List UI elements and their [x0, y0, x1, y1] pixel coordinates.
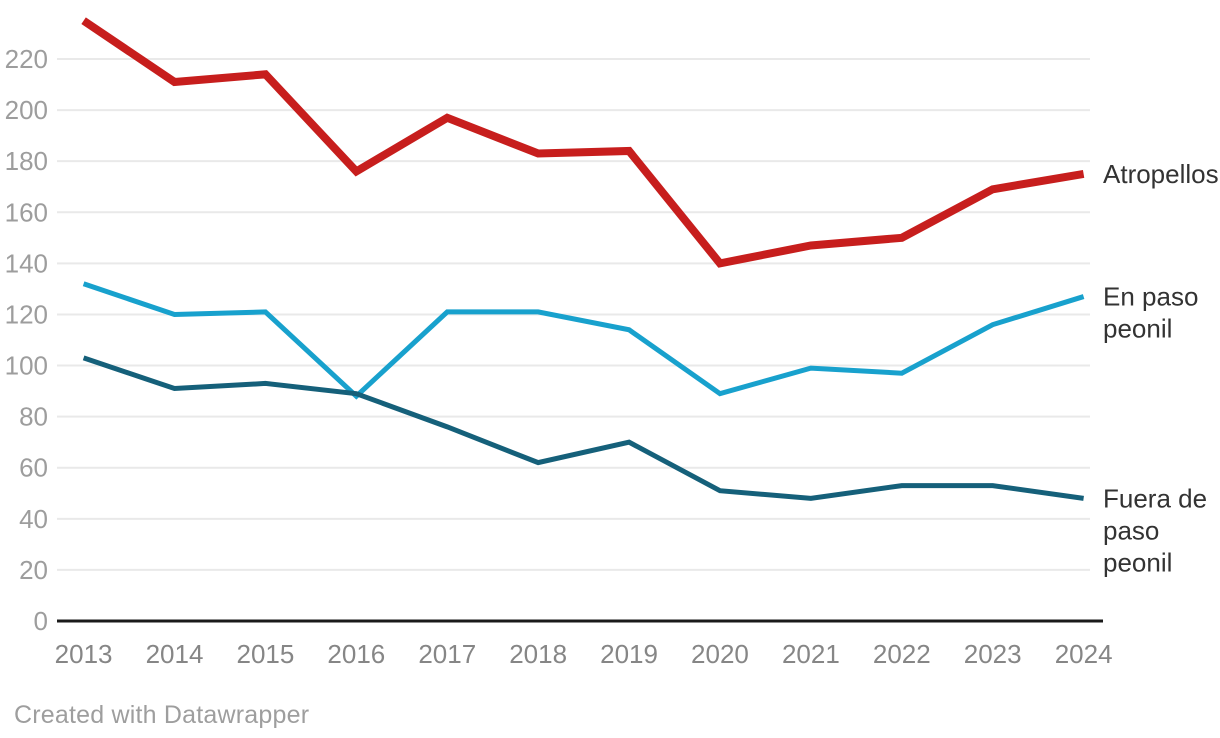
series-line-en-paso-peonil	[82, 281, 1085, 400]
y-tick-label: 200	[5, 95, 48, 125]
y-tick-label: 100	[5, 351, 48, 381]
chart-footer: Created with Datawrapper	[14, 701, 309, 730]
datawrapper-attribution-link[interactable]: Created with Datawrapper	[14, 701, 310, 729]
x-tick-label: 2019	[600, 639, 658, 669]
x-tick-label: 2020	[691, 639, 749, 669]
x-tick-label: 2017	[418, 639, 476, 669]
series-end-label-atropellos: Atropellos	[1103, 159, 1219, 189]
series-line-atropellos	[81, 17, 1085, 268]
x-tick-label: 2021	[782, 639, 840, 669]
series-end-label-en-paso-peonil: En paso peonil	[1103, 282, 1198, 344]
y-tick-label: 80	[19, 402, 48, 432]
y-tick-label: 140	[5, 248, 48, 278]
y-tick-label: 40	[19, 504, 48, 534]
x-tick-label: 2023	[964, 639, 1022, 669]
y-tick-label: 220	[5, 44, 48, 74]
x-tick-label: 2013	[55, 639, 113, 669]
series-end-label-fuera-de-paso-peonil: Fuera de paso peonil	[1103, 483, 1207, 577]
x-tick-label: 2024	[1055, 639, 1113, 669]
x-tick-label: 2015	[236, 639, 294, 669]
x-tick-label: 2022	[873, 639, 931, 669]
x-tick-label: 2014	[146, 639, 204, 669]
y-tick-label: 0	[34, 606, 48, 636]
y-tick-label: 180	[5, 146, 48, 176]
y-tick-label: 120	[5, 299, 48, 329]
y-tick-label: 60	[19, 453, 48, 483]
y-tick-label: 20	[19, 555, 48, 585]
x-tick-label: 2018	[509, 639, 567, 669]
y-tick-label: 160	[5, 197, 48, 227]
series-line-fuera-de-paso-peonil	[82, 355, 1084, 501]
x-tick-label: 2016	[327, 639, 385, 669]
